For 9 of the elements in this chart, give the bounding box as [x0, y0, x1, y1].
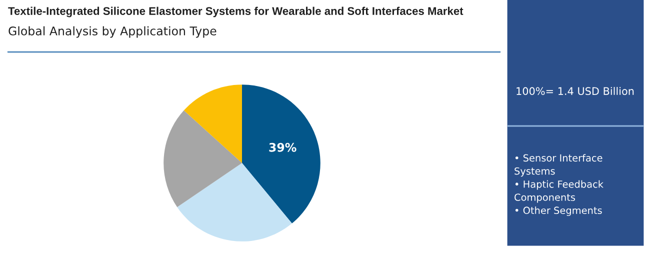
chart-subtitle: Global Analysis by Application Type: [8, 26, 216, 38]
pie-slice: [242, 84, 320, 224]
text: 100%= 1.4 USD Billion: [516, 86, 634, 96]
pie-slice: [177, 163, 292, 242]
chart-title: Textile-Integrated Silicone Elastomer Systems for Wearable and Soft Interfaces Market: [8, 6, 464, 18]
pie-slice: [164, 110, 242, 208]
text: • Sensor Interface Systems • Haptic Feedback Components • Other Segments: [514, 154, 604, 216]
data-label: 39%: [269, 142, 296, 152]
pie-slice: [184, 84, 242, 163]
